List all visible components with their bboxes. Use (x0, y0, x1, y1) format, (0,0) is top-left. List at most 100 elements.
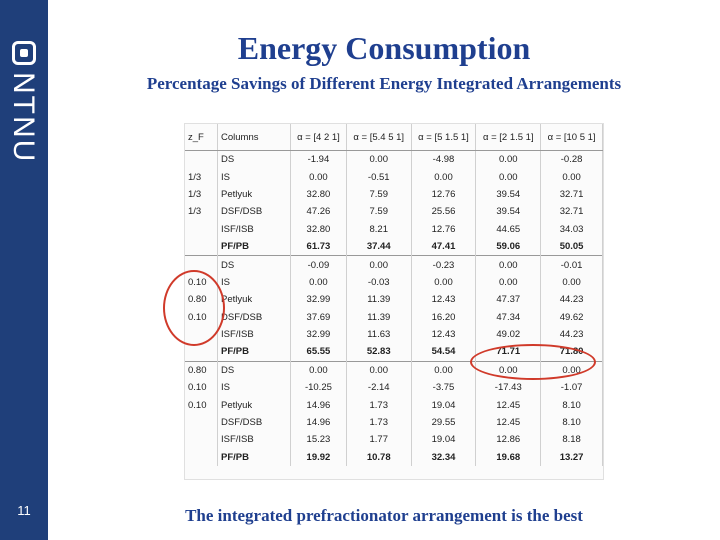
cell-value: 0.00 (540, 273, 603, 292)
cell-column-type: PF/PB (217, 237, 291, 256)
cell-zf: 0.80 (185, 360, 218, 380)
cell-value: 65.55 (290, 343, 347, 362)
cell-value: 47.37 (475, 291, 542, 309)
cell-value: 49.62 (540, 308, 603, 326)
highlight-circle-best (470, 344, 596, 380)
conclusion-text: The integrated prefractionator arrangeme… (185, 506, 583, 525)
cell-value: 14.96 (290, 396, 347, 414)
cell-value: -0.51 (346, 168, 412, 186)
cell-value: -0.03 (346, 273, 412, 292)
cell-value: 44.23 (540, 291, 603, 309)
cell-column-type: ISF/ISB (217, 431, 291, 449)
cell-value: -3.75 (411, 379, 477, 397)
table-row: 0.80 Petlyuk 32.99 11.39 12.43 47.37 44.23 (185, 291, 603, 309)
cell-value: 47.34 (475, 308, 542, 326)
table-row: DSF/DSB 14.96 1.73 29.55 12.45 8.10 (185, 413, 603, 432)
slide-title: Energy Consumption (237, 30, 531, 66)
cell-value: 12.43 (411, 291, 477, 309)
table-header-row: z_F Columns α = [4 2 1] α = [5.4 5 1] α … (185, 124, 603, 151)
cell-value: -10.25 (290, 379, 347, 397)
cell-value: 0.00 (290, 273, 347, 292)
savings-table: z_F Columns α = [4 2 1] α = [5.4 5 1] α … (185, 124, 603, 467)
cell-column-type: DSF/DSB (217, 308, 291, 326)
table-row: ISF/ISB 32.80 8.21 12.76 44.65 34.03 (185, 220, 603, 238)
cell-column-type: PF/PB (217, 448, 291, 467)
cell-value: 19.04 (411, 396, 477, 414)
cell-column-type: DS (217, 255, 291, 274)
cell-value: 11.39 (346, 291, 412, 309)
cell-column-type: DSF/DSB (217, 203, 291, 221)
cell-value: 44.65 (475, 220, 542, 238)
cell-zf (185, 413, 218, 432)
cell-value: 34.03 (540, 220, 603, 238)
cell-value: 0.00 (411, 360, 477, 380)
cell-column-type: ISF/ISB (217, 220, 291, 238)
header-columns: Columns (217, 124, 291, 151)
cell-value: 44.23 (540, 325, 603, 344)
cell-value: 37.44 (346, 237, 412, 256)
cell-zf (185, 150, 218, 169)
cell-value: 19.04 (411, 431, 477, 449)
cell-zf: 1/3 (185, 185, 218, 204)
slide-subtitle: Percentage Savings of Different Energy I… (146, 74, 622, 93)
cell-value: 59.06 (475, 237, 542, 256)
cell-value: -0.23 (411, 255, 477, 274)
cell-zf: 1/3 (185, 203, 218, 221)
table-row: ISF/ISB 15.23 1.77 19.04 12.86 8.18 (185, 431, 603, 449)
table-row: 1/3 IS 0.00 -0.51 0.00 0.00 0.00 (185, 168, 603, 186)
cell-value: 1.73 (346, 396, 412, 414)
highlight-circle-feed (163, 270, 225, 346)
cell-value: -1.94 (290, 150, 347, 169)
cell-value: 29.55 (411, 413, 477, 432)
cell-value: 19.92 (290, 448, 347, 467)
cell-zf (185, 237, 218, 256)
page-number: 11 (17, 503, 31, 518)
cell-value: 0.00 (411, 273, 477, 292)
cell-value: 14.96 (290, 413, 347, 432)
cell-value: 0.00 (346, 150, 412, 169)
cell-value: -17.43 (475, 379, 542, 397)
cell-value: 47.26 (290, 203, 347, 221)
table-row: 1/3 Petlyuk 32.80 7.59 12.76 39.54 32.71 (185, 185, 603, 204)
cell-zf (185, 448, 218, 467)
cell-value: 1.77 (346, 431, 412, 449)
table-row: ISF/ISB 32.99 11.63 12.43 49.02 44.23 (185, 325, 603, 344)
table-row: DS -1.94 0.00 -4.98 0.00 -0.28 (185, 150, 603, 169)
header-alpha-2: α = [5.4 5 1] (346, 124, 412, 151)
cell-value: 15.23 (290, 431, 347, 449)
cell-value: -0.28 (540, 150, 603, 169)
cell-value: 32.80 (290, 185, 347, 204)
cell-value: 25.56 (411, 203, 477, 221)
cell-column-type: DSF/DSB (217, 413, 291, 432)
cell-zf: 1/3 (185, 168, 218, 186)
cell-zf (185, 255, 218, 274)
logo-text: NTNU (7, 72, 40, 164)
cell-value: 49.02 (475, 325, 542, 344)
cell-value: 32.71 (540, 185, 603, 204)
cell-value: 8.10 (540, 396, 603, 414)
table-row: DS -0.09 0.00 -0.23 0.00 -0.01 (185, 255, 603, 274)
cell-column-type: DS (217, 360, 291, 380)
cell-value: 32.80 (290, 220, 347, 238)
cell-value: 12.76 (411, 220, 477, 238)
cell-value: 7.59 (346, 185, 412, 204)
cell-value: 0.00 (475, 168, 542, 186)
cell-value: -0.01 (540, 255, 603, 274)
cell-zf (185, 220, 218, 238)
cell-value: 0.00 (346, 255, 412, 274)
header-alpha-3: α = [5 1.5 1] (411, 124, 477, 151)
cell-column-type: Petlyuk (217, 396, 291, 414)
table-row: PF/PB 61.73 37.44 47.41 59.06 50.05 (185, 237, 603, 256)
header-alpha-1: α = [4 2 1] (290, 124, 347, 151)
header-alpha-5: α = [10 5 1] (540, 124, 603, 151)
cell-value: 0.00 (540, 168, 603, 186)
cell-value: 8.21 (346, 220, 412, 238)
sidebar: NTNU 11 (0, 0, 48, 540)
cell-value: 47.41 (411, 237, 477, 256)
cell-value: 52.83 (346, 343, 412, 362)
cell-value: -4.98 (411, 150, 477, 169)
cell-value: 11.63 (346, 325, 412, 344)
cell-value: 8.10 (540, 413, 603, 432)
table-row: 0.10 DSF/DSB 37.69 11.39 16.20 47.34 49.62 (185, 308, 603, 326)
cell-value: 7.59 (346, 203, 412, 221)
